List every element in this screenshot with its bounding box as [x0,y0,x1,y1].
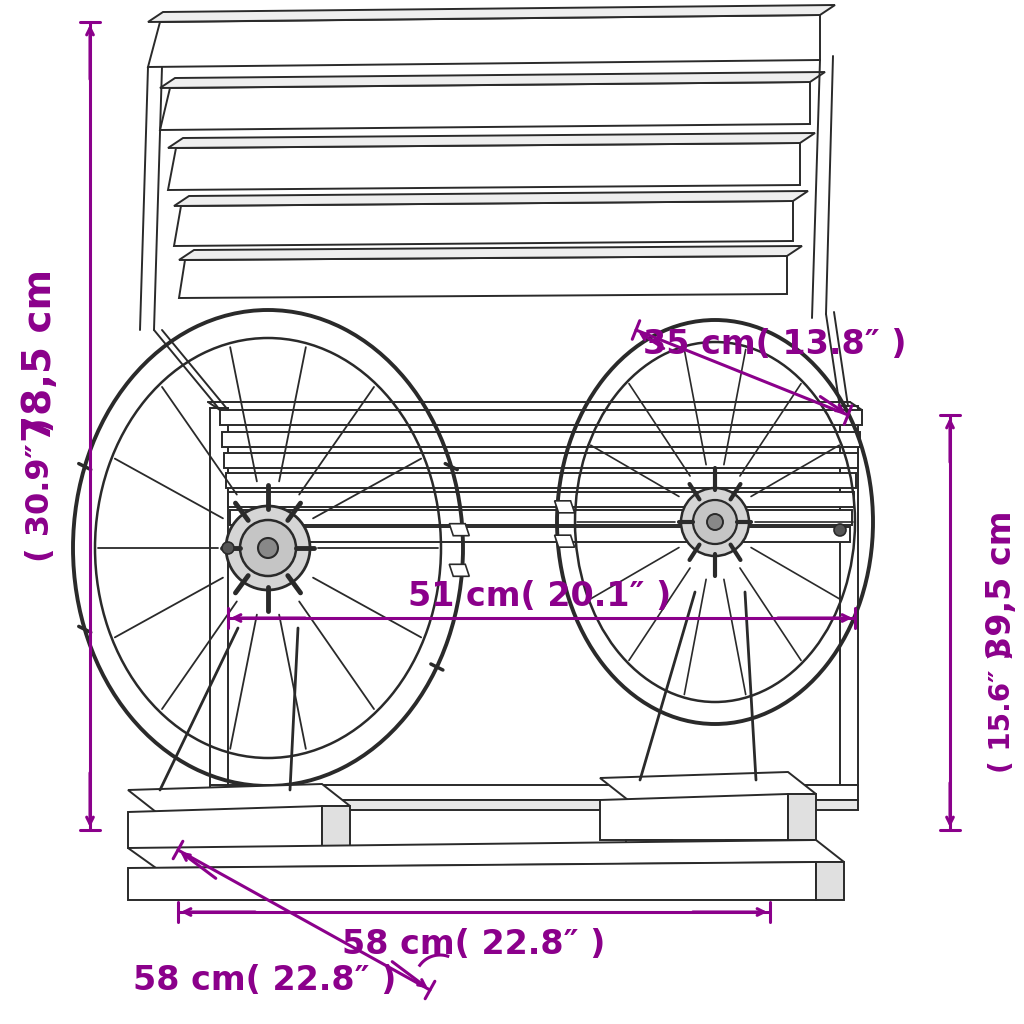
Circle shape [681,488,749,556]
Polygon shape [788,794,816,840]
Polygon shape [168,133,815,148]
Polygon shape [224,453,858,468]
Polygon shape [174,191,808,206]
Circle shape [222,542,234,554]
Polygon shape [174,201,793,246]
Polygon shape [128,862,816,900]
Polygon shape [128,784,350,812]
Polygon shape [555,536,574,547]
Polygon shape [230,510,852,525]
Text: ( 15.6″ ): ( 15.6″ ) [988,647,1016,773]
Text: 58 cm( 22.8″ ): 58 cm( 22.8″ ) [133,964,396,996]
Polygon shape [128,840,844,868]
Polygon shape [232,527,850,542]
Polygon shape [155,848,202,882]
Circle shape [693,500,737,544]
Polygon shape [210,408,228,790]
Polygon shape [179,256,787,298]
Text: 39,5 cm: 39,5 cm [985,511,1019,659]
Circle shape [834,524,846,536]
Polygon shape [726,840,788,876]
Circle shape [707,514,723,530]
Polygon shape [322,806,350,848]
Polygon shape [160,72,825,88]
Polygon shape [179,246,802,260]
Text: 78,5 cm: 78,5 cm [22,268,59,441]
Polygon shape [155,882,202,892]
Circle shape [258,538,278,558]
Text: 58 cm( 22.8″ ): 58 cm( 22.8″ ) [342,928,605,961]
Circle shape [240,520,296,575]
Polygon shape [148,5,835,22]
Polygon shape [726,876,788,888]
Polygon shape [148,15,820,67]
Polygon shape [600,794,788,840]
Polygon shape [128,806,322,848]
Polygon shape [228,492,854,507]
Polygon shape [450,523,469,536]
Polygon shape [816,862,844,900]
Polygon shape [222,432,860,447]
Polygon shape [450,564,469,577]
Text: 51 cm( 20.1″ ): 51 cm( 20.1″ ) [409,580,672,612]
Polygon shape [840,406,858,785]
Polygon shape [226,473,856,488]
Polygon shape [260,848,322,882]
Polygon shape [210,785,858,800]
Polygon shape [260,882,322,892]
Text: ( 30.9″ ): ( 30.9″ ) [25,418,55,562]
Circle shape [226,506,310,590]
Polygon shape [600,772,816,800]
Polygon shape [160,82,810,130]
Polygon shape [626,876,672,888]
Polygon shape [168,143,800,190]
Polygon shape [626,840,672,876]
Polygon shape [555,501,574,513]
Polygon shape [220,410,862,425]
Polygon shape [210,800,858,810]
Text: 35 cm( 13.8″ ): 35 cm( 13.8″ ) [643,329,906,361]
